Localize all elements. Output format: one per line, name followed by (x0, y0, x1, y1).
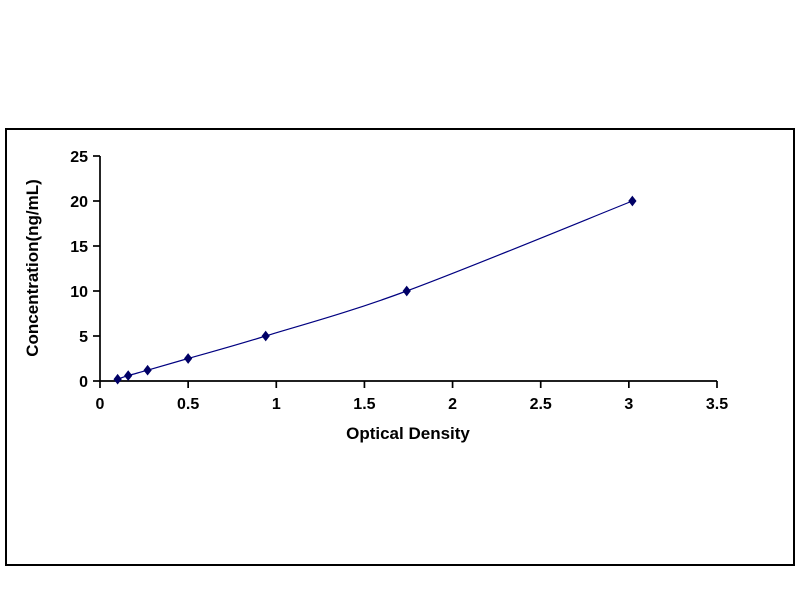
data-point-marker (124, 370, 133, 381)
x-tick-label: 1 (272, 396, 281, 413)
x-tick-label: 0.5 (177, 396, 199, 413)
elisa-standard-curve-chart: 0 0.5 1 1.5 2 2.5 3 3.5 0 5 10 15 20 25 Optical Densi… (23, 149, 728, 443)
y-tick-label: 25 (70, 149, 88, 166)
data-series (113, 195, 637, 385)
y-axis-label: Concentration(ng/mL) (23, 179, 42, 357)
data-point-marker (628, 195, 637, 207)
data-point-marker (261, 330, 270, 342)
x-tick-label: 3 (624, 396, 633, 413)
x-tick-label: 2 (448, 396, 457, 413)
y-tick-label: 20 (70, 194, 88, 211)
x-tick-label: 3.5 (706, 396, 728, 413)
axes: 0 0.5 1 1.5 2 2.5 3 3.5 0 5 10 15 20 25 (70, 149, 728, 413)
data-point-marker (184, 353, 193, 364)
data-point-marker (402, 285, 411, 297)
chart-frame: 0 0.5 1 1.5 2 2.5 3 3.5 0 5 10 15 20 25 Optical Densi… (5, 128, 795, 566)
y-tick-label: 0 (79, 374, 88, 391)
x-tick-label: 0 (96, 396, 105, 413)
x-tick-label: 2.5 (530, 396, 552, 413)
data-point-marker (143, 364, 152, 376)
y-tick-label: 5 (79, 329, 88, 346)
data-point-marker (113, 373, 122, 385)
x-tick-label: 1.5 (353, 396, 375, 413)
y-tick-label: 15 (70, 239, 88, 256)
x-axis-label: Optical Density (346, 424, 470, 443)
standard-curve-line (117, 200, 633, 380)
y-tick-label: 10 (70, 284, 88, 301)
